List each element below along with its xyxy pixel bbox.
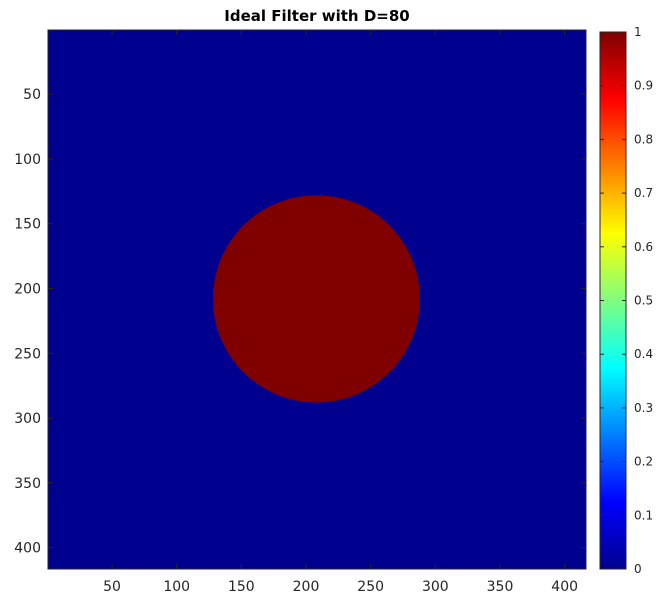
colorbar-tick-label: 0.6 (634, 240, 653, 254)
y-tick-label: 150 (14, 217, 41, 233)
y-tick-label: 400 (14, 541, 41, 557)
y-tick-label: 50 (23, 87, 41, 103)
x-tick-label: 100 (163, 579, 190, 595)
colorbar-tick-label: 0 (634, 562, 642, 576)
x-tick-label: 400 (551, 579, 578, 595)
chart-title: Ideal Filter with D=80 (224, 7, 409, 25)
filter-passband-disk (212, 195, 420, 403)
plot-frame (47, 29, 587, 570)
y-tick-label: 100 (14, 152, 41, 168)
colorbar-tick-label: 0.1 (634, 508, 653, 522)
y-tick-label: 250 (14, 346, 41, 362)
colorbar-tick-label: 0.4 (634, 347, 653, 361)
colorbar-tick-label: 0.7 (634, 186, 653, 200)
y-tick-label: 300 (14, 411, 41, 427)
y-tick-label: 200 (14, 281, 41, 297)
colorbar-tick-label: 0.3 (634, 401, 653, 415)
colorbar-tick-label: 0.8 (634, 132, 653, 146)
y-tick-label: 350 (14, 476, 41, 492)
x-tick-label: 150 (228, 579, 255, 595)
x-axis: 50 100 150 200 250 300 350 400 (103, 30, 578, 595)
x-tick-label: 200 (293, 579, 320, 595)
x-tick-label: 300 (422, 579, 449, 595)
colorbar-tick-label: 1 (634, 25, 642, 39)
colorbar-tick-label: 0.5 (634, 294, 653, 308)
x-tick-label: 350 (487, 579, 514, 595)
colorbar-tick-label: 0.9 (634, 79, 653, 93)
x-tick-label: 250 (357, 579, 384, 595)
colorbar-gradient (599, 31, 627, 570)
x-tick-label: 50 (103, 579, 121, 595)
colorbar-tick-label: 0.2 (634, 455, 653, 469)
y-axis: 50 100 150 200 250 300 350 400 (14, 87, 586, 557)
plot-area (48, 30, 586, 569)
colorbar: 0 0.1 0.2 0.3 0.4 0.5 0.6 0.7 0.8 0.9 1 (599, 25, 653, 576)
colorbar-ticks: 0 0.1 0.2 0.3 0.4 0.5 0.6 0.7 0.8 0.9 1 (600, 25, 653, 576)
